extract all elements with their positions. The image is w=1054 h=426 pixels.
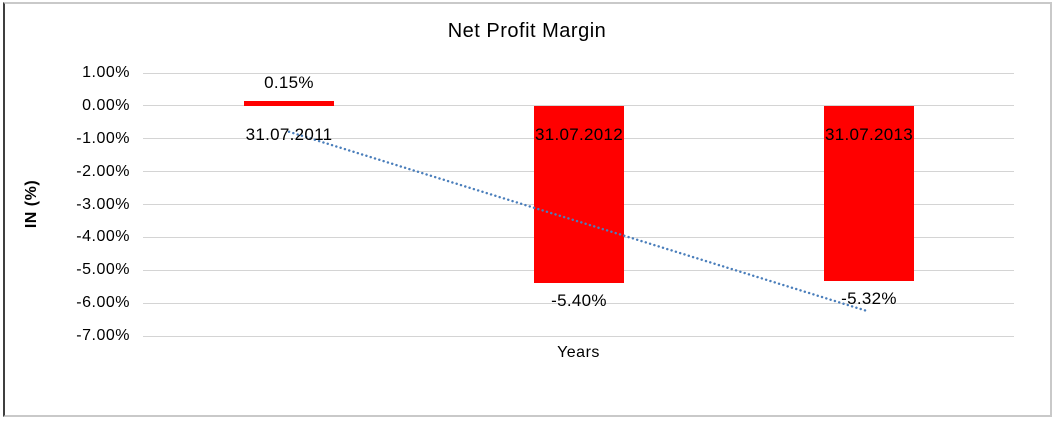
- y-tick-label: -7.00%: [76, 327, 130, 344]
- value-label: -5.40%: [551, 291, 607, 311]
- y-tick-label: -1.00%: [76, 129, 130, 147]
- gridline: [143, 72, 1014, 74]
- y-tick-label: 0.00%: [82, 96, 130, 114]
- category-label: 31.07.2013: [824, 125, 914, 144]
- y-tick-label: -6.00%: [76, 294, 130, 312]
- x-axis-title: Years: [557, 344, 600, 361]
- bar-31.07.2011: [244, 100, 334, 106]
- y-tick-label: -5.00%: [76, 261, 130, 279]
- y-tick-label: 1.00%: [82, 64, 130, 81]
- y-tick-label: -2.00%: [76, 162, 130, 180]
- value-label: -5.32%: [841, 288, 897, 308]
- chart-title: Net Profit Margin: [447, 20, 607, 42]
- value-label: 0.15%: [264, 72, 314, 92]
- y-tick-label: -4.00%: [76, 228, 130, 246]
- category-label: 31.07.2012: [534, 125, 624, 144]
- gridline: [143, 335, 1014, 337]
- y-axis-title: IN (%): [23, 179, 40, 229]
- category-label: 31.07.2011: [245, 125, 333, 144]
- y-tick-label: -3.00%: [76, 195, 130, 213]
